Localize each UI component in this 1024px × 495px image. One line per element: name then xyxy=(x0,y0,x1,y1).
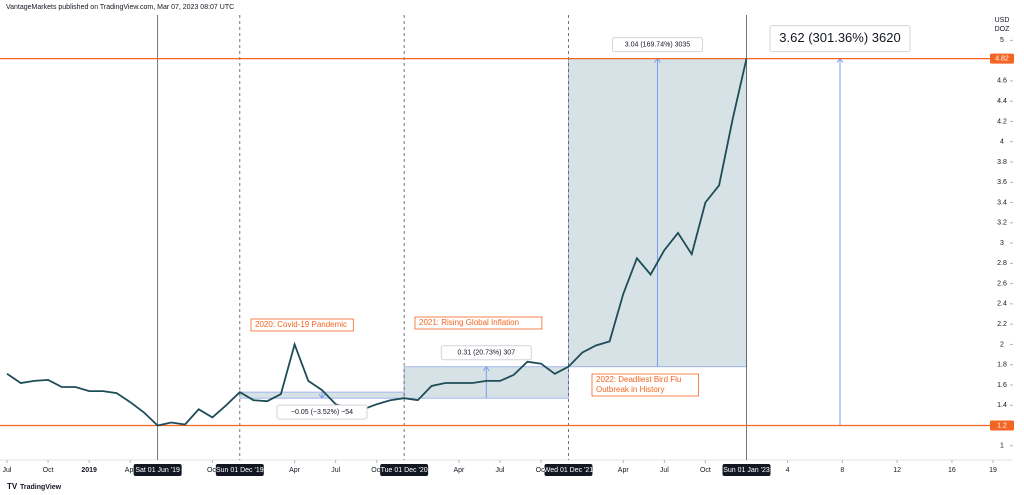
price-label: 1.2 xyxy=(997,422,1007,429)
price-label-box xyxy=(990,53,1014,64)
date-label: Sun 01 Jan '23 xyxy=(723,467,770,474)
date-label: Sat 01 Jun '19 xyxy=(135,467,180,474)
x-tick-label: Apr xyxy=(289,467,301,474)
x-tick-label: Apr xyxy=(618,467,630,474)
date-label: Tue 01 Dec '20 xyxy=(381,467,428,474)
x-tick-label: Jul xyxy=(660,467,669,474)
annotation-text: Outbreak in History xyxy=(596,385,664,394)
annotation-text: 2020: Covid-19 Pandemic xyxy=(255,320,347,329)
x-tick-label: Jul xyxy=(3,467,12,474)
date-label: Wed 01 Dec '21 xyxy=(544,467,594,474)
x-tick-label: Oct xyxy=(371,467,382,474)
y-tick-label: 2.8 xyxy=(997,260,1007,267)
y-tick-label: 5 xyxy=(1000,37,1004,44)
measure-label-box xyxy=(440,345,532,361)
date-label-box xyxy=(133,464,182,476)
x-tick-label: Oct xyxy=(43,467,54,474)
y-tick-label: 1.6 xyxy=(997,382,1007,389)
y-tick-label: 2.2 xyxy=(997,321,1007,328)
price-line-series xyxy=(6,58,748,427)
x-tick-label: 8 xyxy=(840,467,844,474)
annotation-box xyxy=(250,318,354,332)
x-tick-label: Apr xyxy=(125,467,137,474)
measure-label: 3.62 (301.36%) 3620 xyxy=(779,30,900,45)
date-label: Sun 01 Dec '19 xyxy=(216,467,264,474)
measure-label-box xyxy=(276,404,368,420)
axis-unit: USD xyxy=(995,17,1010,24)
x-tick-label: Jul xyxy=(331,467,340,474)
x-tick-label: Apr xyxy=(453,467,465,474)
y-tick-label: 1 xyxy=(1000,443,1004,450)
y-tick-label: 1.8 xyxy=(997,362,1007,369)
measure-label-box xyxy=(611,37,703,53)
y-tick-label: 3 xyxy=(1000,240,1004,247)
x-tick-label: Oct xyxy=(207,467,218,474)
measure-label: 3.04 (169.74%) 3035 xyxy=(625,41,690,48)
y-tick-label: 3.2 xyxy=(997,220,1007,227)
date-label-box xyxy=(544,464,593,476)
y-tick-label: 2.6 xyxy=(997,280,1007,287)
x-tick-label: 12 xyxy=(893,467,901,474)
x-tick-label: 2019 xyxy=(81,467,97,474)
x-tick-label: 4 xyxy=(786,467,790,474)
date-label-box xyxy=(215,464,264,476)
x-tick-label: 19 xyxy=(989,467,997,474)
x-tick-label: 16 xyxy=(948,467,956,474)
date-label-box xyxy=(380,464,429,476)
annotation-box xyxy=(414,316,543,330)
footer-logo: TradingView xyxy=(20,484,62,491)
publisher: VantageMarkets published on TradingView.… xyxy=(6,4,234,11)
x-tick-label: Jul xyxy=(496,467,505,474)
y-tick-label: 4 xyxy=(1000,139,1004,146)
price-label: 4.82 xyxy=(995,55,1009,62)
arrow-head xyxy=(482,365,490,372)
date-label-box xyxy=(722,464,771,476)
annotation-box xyxy=(591,373,699,397)
measure-label: 0.31 (20.73%) 307 xyxy=(458,350,516,357)
annotation-text: 2021: Rising Global Inflation xyxy=(419,318,519,327)
measure-label: −0.05 (−3.52%) −54 xyxy=(291,409,353,416)
y-tick-label: 1.4 xyxy=(997,402,1007,409)
price-label-box xyxy=(990,420,1014,431)
y-tick-label: 4.2 xyxy=(997,118,1007,125)
y-tick-label: 4.4 xyxy=(997,98,1007,105)
y-tick-label: 4.6 xyxy=(997,78,1007,85)
y-tick-label: 2.4 xyxy=(997,301,1007,308)
y-tick-label: 3.4 xyxy=(997,199,1007,206)
y-tick-label: 3.6 xyxy=(997,179,1007,186)
arrow-head xyxy=(318,393,326,399)
logo-mark: TV xyxy=(7,482,18,491)
measure-label-box xyxy=(769,25,911,53)
x-tick-label: Oct xyxy=(700,467,711,474)
y-tick-label: 2 xyxy=(1000,341,1004,348)
y-tick-label: 3.8 xyxy=(997,159,1007,166)
axis-unit: DOZ xyxy=(995,26,1011,33)
annotation-text: 2022: Deadliest Bird Flu xyxy=(596,375,681,384)
x-tick-label: Oct xyxy=(536,467,547,474)
